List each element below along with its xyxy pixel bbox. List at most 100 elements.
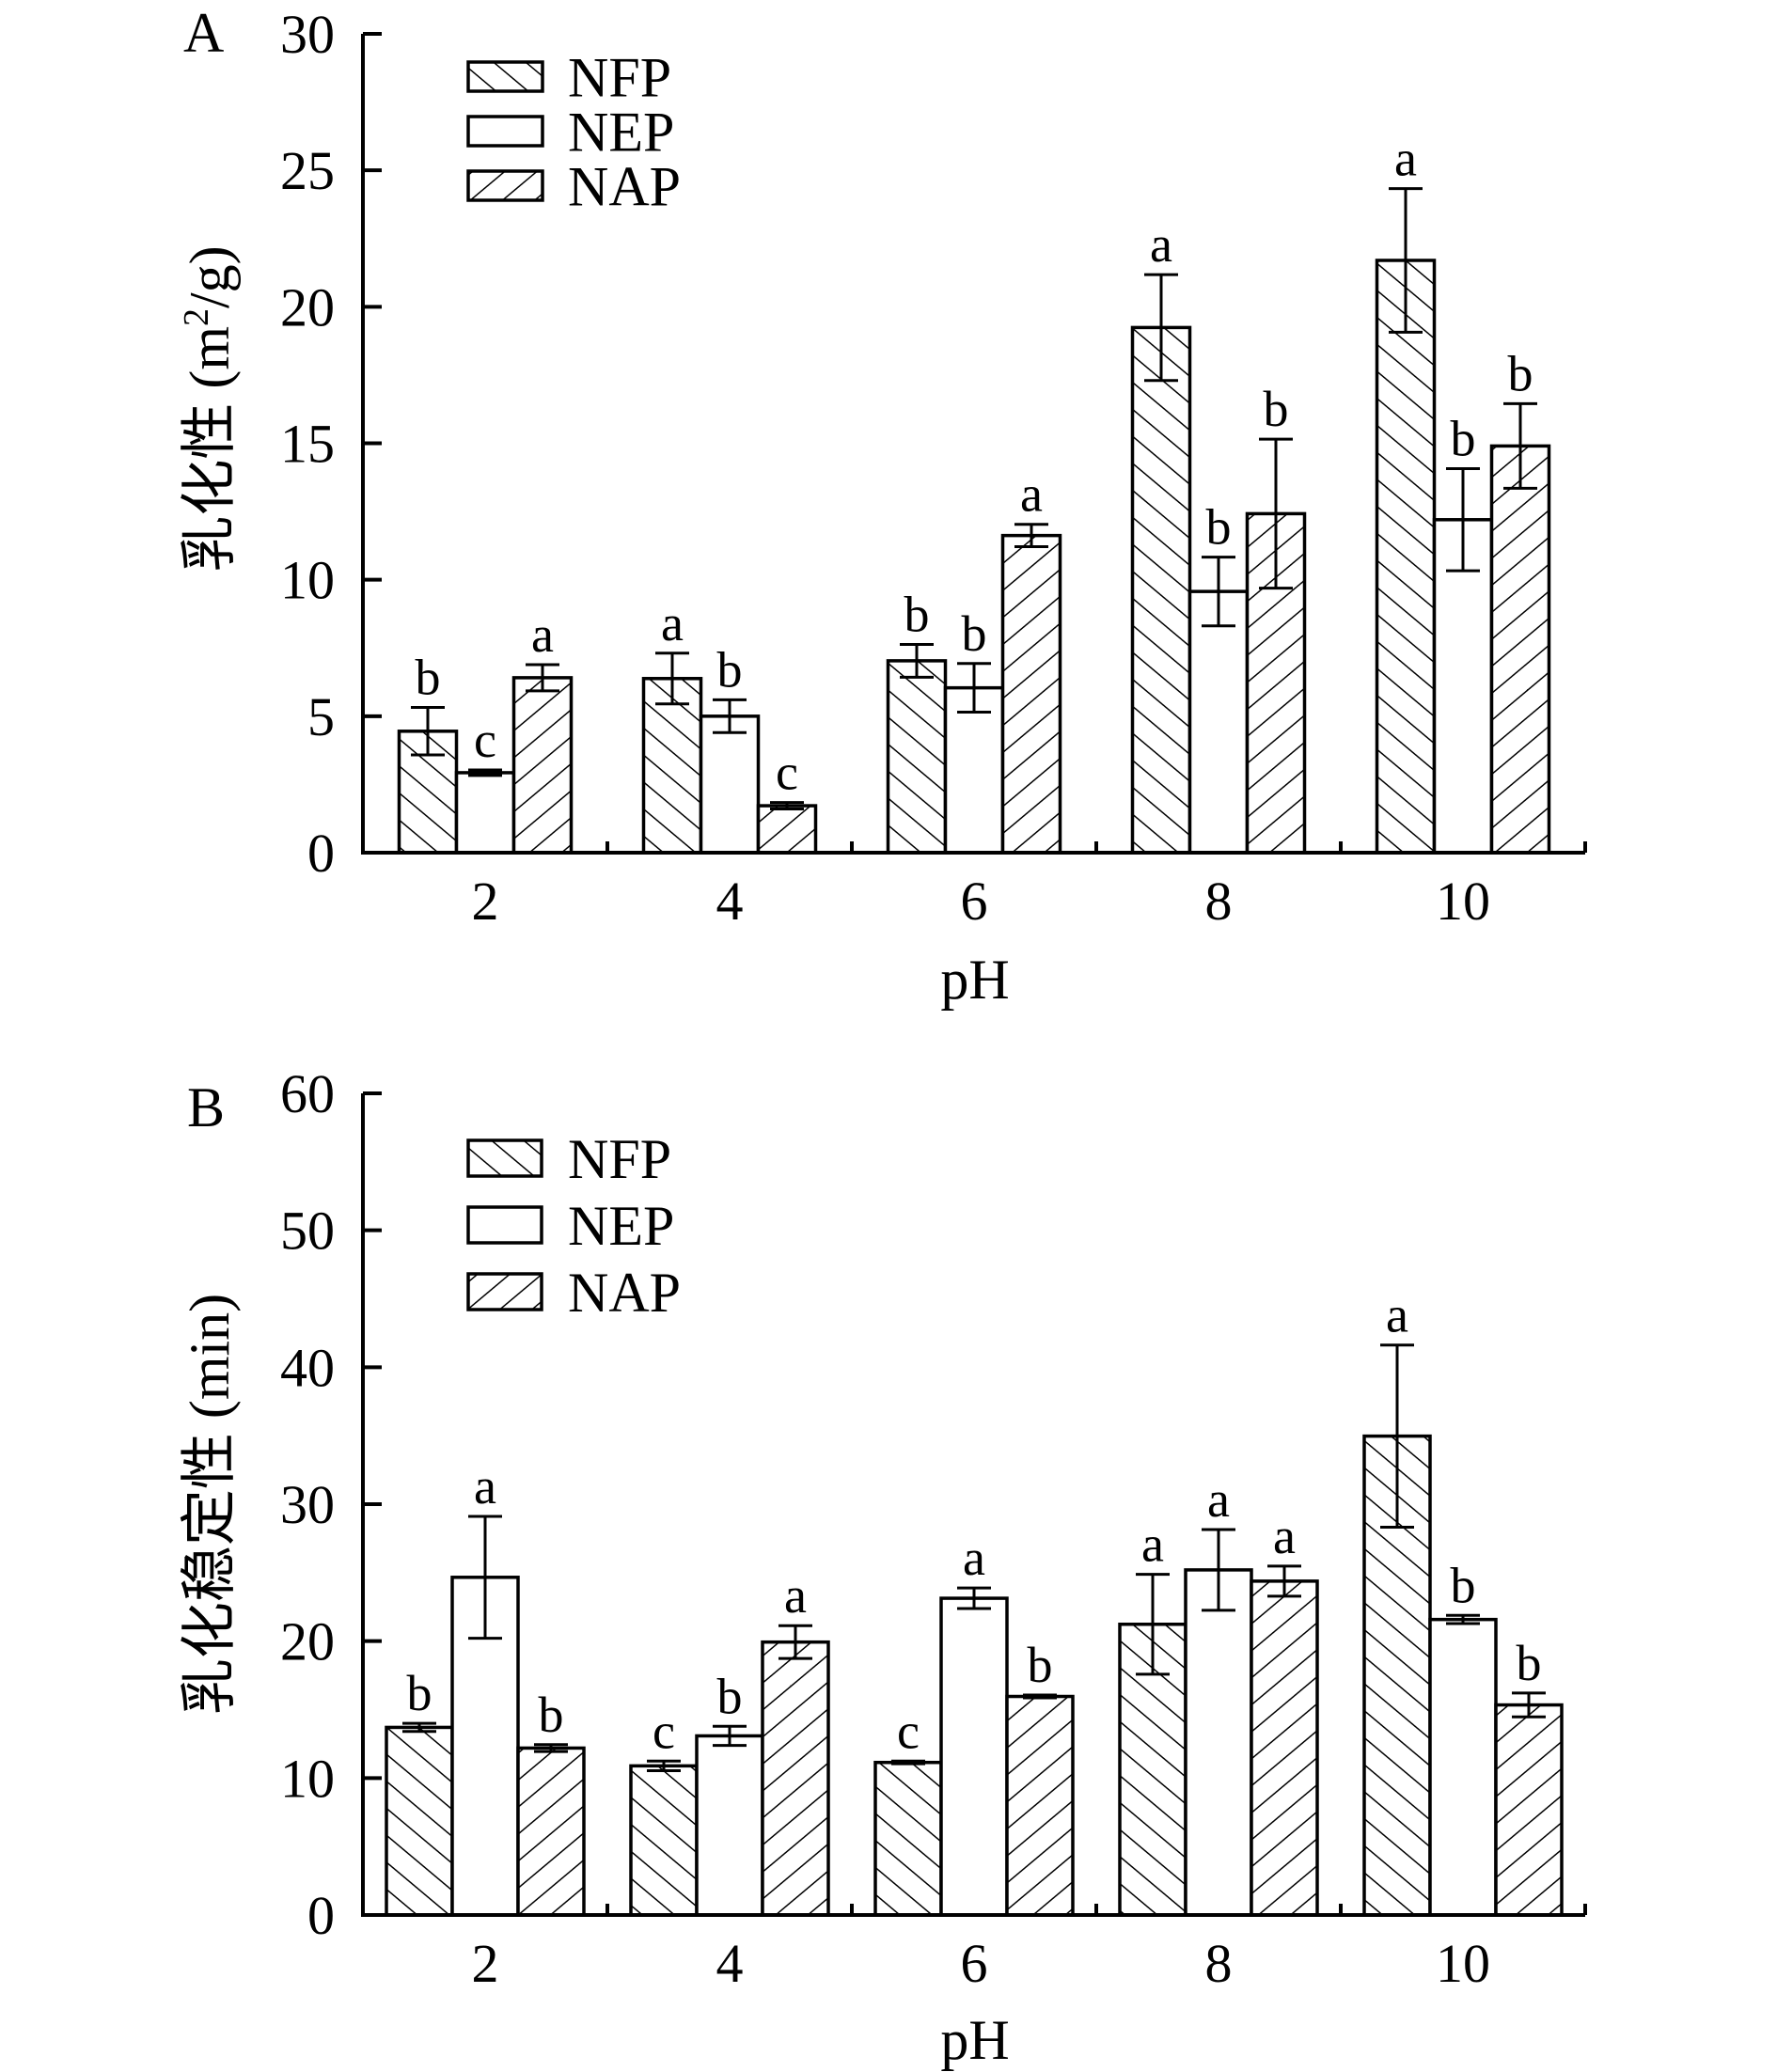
bar-nfp-ph10 [1375,259,1437,855]
error-bar [1446,1613,1480,1625]
x-tick-label: 10 [1436,1933,1490,1994]
legend-label: NAP [568,156,681,218]
error-bar [1202,556,1235,628]
legend-label: NEP [568,1195,674,1257]
significance-letter: b [904,586,930,642]
legend-item-nap: NAP [466,1262,681,1324]
legend-item-nfp: NFP [466,47,671,109]
significance-letter: c [653,1703,675,1759]
significance-letter: b [1517,1635,1542,1691]
y-tick-label: 20 [280,276,335,337]
legend-item-nap: NAP [466,156,681,218]
legend-swatch [466,1272,543,1311]
panel-label: B [187,1076,225,1138]
error-bar [468,768,502,777]
significance-letter: a [1386,1287,1408,1343]
error-bar [1380,1343,1414,1529]
significance-letter: a [531,606,554,663]
bar-nap-ph6 [1000,533,1062,855]
error-bar [1136,1573,1170,1676]
y-tick-label: 25 [280,140,335,201]
error-bar [1202,1528,1235,1612]
error-bar [770,801,804,811]
error-bar [957,662,991,714]
legend-swatch [466,169,544,202]
bar-nfp-ph8 [1130,325,1192,855]
error-bar [900,642,934,679]
legend-item-nep: NEP [466,1195,674,1257]
significance-letter: b [1028,1637,1053,1693]
error-bar [534,1743,568,1753]
significance-letter: b [717,1668,743,1724]
error-bar [778,1624,812,1660]
y-tick-label: 60 [280,1063,335,1124]
significance-letter: a [1020,466,1043,523]
y-axis-title: 乳化性 (m2/g) [177,245,241,572]
significance-letter: b [717,641,743,698]
y-axis-title-superscript: 2 [177,308,216,326]
bar-nep-ph8 [1184,1568,1253,1917]
bar-nfp-ph2 [385,1725,454,1917]
significance-letter: a [1273,1508,1296,1564]
panel-b: B 乳化稳定性 (min) pH bc caaabaabbabab01020304… [179,1063,1587,2071]
legend-swatch [466,1205,543,1245]
significance-letter: b [407,1665,432,1721]
y-tick-label: 10 [280,1748,335,1809]
error-bar [957,1586,991,1610]
legend-swatch [466,115,544,148]
significance-letter: a [661,595,684,651]
y-tick-label: 40 [280,1337,335,1398]
significance-letter: b [1508,345,1533,401]
bar-nep-ph4 [699,714,761,855]
legend-item-nep: NEP [466,102,674,164]
bar-nap-ph10 [1489,444,1551,855]
significance-letter: b [539,1687,564,1743]
bar-nep-ph6 [939,1596,1009,1917]
significance-letter: c [776,745,798,801]
significance-letter: a [1394,131,1417,187]
panel-label: A [183,2,224,64]
y-tick-label: 10 [280,550,335,611]
bar-nfp-ph4 [629,1764,699,1917]
x-tick-label: 10 [1436,871,1490,932]
significance-letter: c [897,1703,920,1759]
error-bar [713,698,747,734]
significance-letter: a [474,1458,496,1515]
x-tick-label: 6 [961,1933,988,1994]
significance-letter: a [1150,216,1172,273]
legend-swatch [466,1138,543,1178]
error-bar [1446,467,1480,573]
x-axis-title: pH [940,949,1009,1011]
y-tick-label: 5 [307,686,335,747]
bar-nap-ph2 [516,1746,586,1917]
error-bar [468,1515,502,1640]
bar-nep-ph8 [1187,589,1250,855]
panel-a: A 乳化性 (m2/g) pH ba baacbbbbacabb051015202… [177,2,1587,1011]
error-bar [1023,1693,1057,1700]
significance-letter: b [1451,411,1476,467]
significance-letter: b [416,650,441,706]
significance-letter: b [1451,1557,1476,1613]
error-bar [1144,273,1178,383]
significance-letter: a [784,1567,807,1624]
legend-item-nfp: NFP [466,1128,671,1190]
bar-nap-ph8 [1250,1579,1319,1917]
bar-nep-ph10 [1428,1617,1498,1917]
legend-swatch [466,60,544,93]
bar-nep-ph4 [695,1734,764,1917]
significance-letter: b [1264,381,1289,437]
bar-nap-ph2 [511,676,574,855]
x-tick-label: 8 [1205,871,1233,932]
y-tick-label: 30 [280,4,335,65]
legend-label: NEP [568,102,674,164]
bar-nep-ph2 [454,771,516,855]
x-tick-label: 4 [716,871,744,932]
significance-letter: a [963,1530,985,1586]
significance-letter: a [1207,1471,1230,1528]
error-bar [526,663,559,693]
legend-label: NAP [568,1262,681,1324]
error-bar [713,1724,747,1748]
error-bar [1259,437,1293,590]
x-tick-label: 2 [472,1933,499,1994]
y-tick-label: 0 [307,823,335,884]
